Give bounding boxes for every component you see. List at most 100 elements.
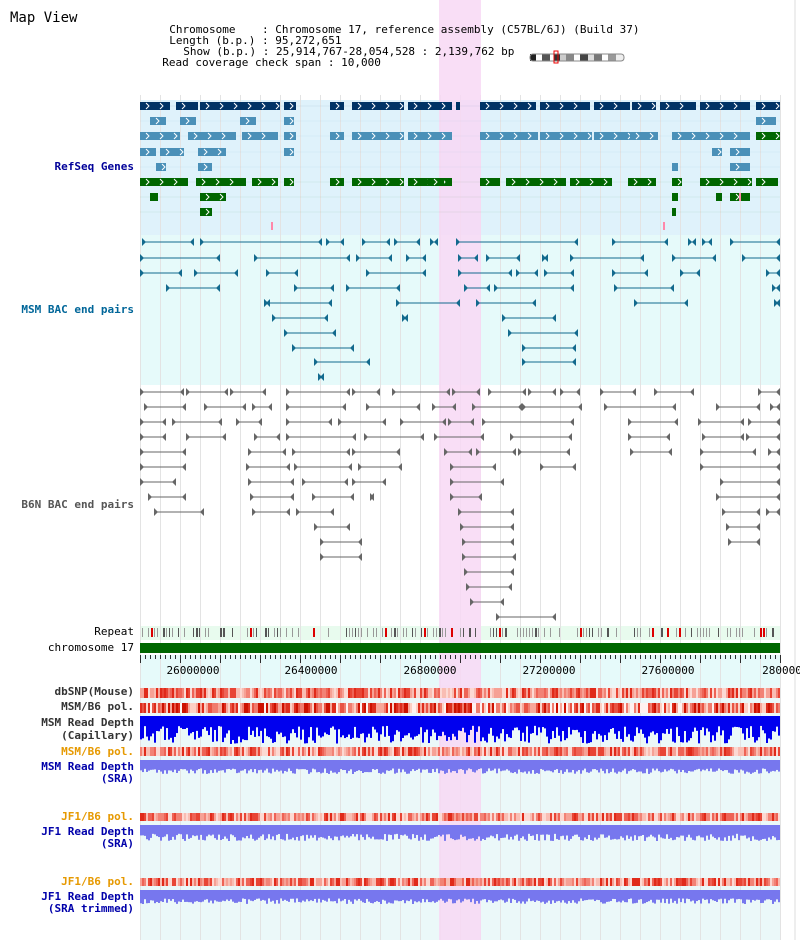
gene-feature[interactable]: [672, 178, 682, 186]
msm-bac-pair[interactable]: [766, 269, 780, 277]
msm-bac-pair[interactable]: [430, 238, 438, 246]
b6n-bac-pair[interactable]: [250, 493, 294, 501]
b6n-bac-pair[interactable]: [654, 388, 694, 396]
b6n-bac-pair[interactable]: [460, 523, 514, 531]
b6n-bac-pair[interactable]: [230, 388, 266, 396]
gene-feature[interactable]: [506, 178, 566, 186]
msm-bac-pair[interactable]: [140, 254, 220, 262]
gene-feature[interactable]: [672, 208, 676, 216]
b6n-bac-pair[interactable]: [720, 478, 780, 486]
msm-bac-pair[interactable]: [200, 238, 322, 246]
b6n-bac-pair[interactable]: [314, 523, 350, 531]
b6n-bac-pair[interactable]: [320, 553, 362, 561]
msm-bac-pair[interactable]: [396, 299, 460, 307]
b6n-bac-pair[interactable]: [444, 448, 472, 456]
gene-feature[interactable]: [284, 148, 294, 156]
b6n-bac-pair[interactable]: [320, 538, 362, 546]
b6n-bac-pair[interactable]: [458, 508, 514, 516]
gene-feature[interactable]: [188, 132, 236, 140]
gene-feature[interactable]: [200, 193, 226, 201]
b6n-bac-pair[interactable]: [392, 388, 450, 396]
gene-feature[interactable]: [352, 178, 404, 186]
b6n-bac-pair[interactable]: [248, 448, 286, 456]
b6n-bac-pair[interactable]: [488, 388, 526, 396]
msm-bac-pair[interactable]: [394, 238, 420, 246]
b6n-bac-pair[interactable]: [726, 523, 760, 531]
b6n-bac-pair[interactable]: [698, 418, 744, 426]
b6n-bac-pair[interactable]: [462, 538, 514, 546]
gene-feature[interactable]: [630, 132, 658, 140]
jf1-pol2-heat[interactable]: [140, 878, 780, 886]
gene-feature[interactable]: [540, 102, 590, 110]
msm-bac-pair[interactable]: [406, 254, 426, 262]
msm-depth-sra-label-1[interactable]: MSM Read Depth: [41, 760, 134, 773]
b6n-bac-track[interactable]: [140, 388, 780, 621]
msm-bac-pair[interactable]: [194, 269, 238, 277]
b6n-bac-pair[interactable]: [366, 403, 420, 411]
gene-feature[interactable]: [200, 208, 212, 216]
chromosome-track[interactable]: [140, 643, 780, 653]
b6n-bac-pair[interactable]: [286, 418, 332, 426]
b6n-bac-pair[interactable]: [700, 448, 756, 456]
b6n-bac-pair[interactable]: [450, 478, 504, 486]
b6n-bac-pair[interactable]: [748, 418, 780, 426]
gene-feature[interactable]: [480, 132, 538, 140]
msm-bac-pair[interactable]: [356, 254, 392, 262]
gene-feature[interactable]: [160, 148, 184, 156]
msm-bac-pair[interactable]: [494, 284, 574, 292]
gene-feature[interactable]: [284, 117, 294, 125]
b6n-bac-pair[interactable]: [338, 418, 386, 426]
b6n-bac-pair[interactable]: [716, 493, 780, 501]
gene-feature[interactable]: [456, 102, 460, 110]
msm-bac-pair[interactable]: [266, 269, 298, 277]
b6n-bac-pair[interactable]: [140, 463, 186, 471]
b6n-bac-pair[interactable]: [522, 403, 582, 411]
b6n-bac-pair[interactable]: [510, 433, 572, 441]
b6n-bac-pair[interactable]: [768, 448, 780, 456]
b6n-bac-pair[interactable]: [528, 388, 556, 396]
gene-feature[interactable]: [700, 102, 750, 110]
b6n-bac-pair[interactable]: [448, 418, 474, 426]
msm-bac-pair[interactable]: [486, 254, 520, 262]
msm-depth-cap-label-2[interactable]: (Capillary): [61, 729, 134, 742]
msm-bac-pair[interactable]: [346, 284, 400, 292]
b6n-bac-pair[interactable]: [148, 493, 186, 501]
gene-feature[interactable]: [408, 102, 452, 110]
b6n-bac-pair[interactable]: [144, 403, 186, 411]
b6n-bac-pair[interactable]: [434, 433, 484, 441]
gene-feature[interactable]: [480, 102, 536, 110]
gene-feature[interactable]: [672, 193, 678, 201]
gene-feature[interactable]: [198, 163, 212, 171]
msm-bac-pair[interactable]: [680, 269, 700, 277]
b6n-bac-pair[interactable]: [364, 433, 424, 441]
b6n-bac-pair[interactable]: [154, 508, 204, 516]
b6n-bac-pair[interactable]: [140, 478, 176, 486]
b6n-bac-pair[interactable]: [766, 508, 780, 516]
gene-feature[interactable]: [660, 102, 696, 110]
msm-bac-pair[interactable]: [456, 238, 578, 246]
gene-feature[interactable]: [330, 132, 344, 140]
msm-bac-pair[interactable]: [272, 314, 328, 322]
repeat-label[interactable]: Repeat: [94, 625, 134, 638]
msm-bac-pair[interactable]: [318, 373, 324, 381]
msm-bac-pair[interactable]: [772, 284, 780, 292]
b6n-bac-pair[interactable]: [248, 478, 294, 486]
b6n-bac-pair[interactable]: [758, 388, 780, 396]
b6n-bac-pair[interactable]: [630, 448, 672, 456]
gene-feature[interactable]: [140, 132, 180, 140]
msm-bac-pair[interactable]: [502, 314, 556, 322]
msm-bac-pair[interactable]: [254, 254, 350, 262]
heatmap-tracks[interactable]: [140, 688, 780, 904]
dbsnp-label[interactable]: dbSNP(Mouse): [54, 685, 134, 698]
b6n-bac-pair[interactable]: [496, 613, 556, 621]
b6n-bac-pair[interactable]: [728, 538, 760, 546]
msm-bac-pair[interactable]: [742, 254, 780, 262]
msm-depth-sra-label-2[interactable]: (SRA): [100, 772, 134, 785]
msm-bac-track[interactable]: [140, 238, 780, 381]
msm-pol2-label[interactable]: MSM/B6 pol.: [61, 745, 134, 758]
msm-bac-pair[interactable]: [570, 254, 644, 262]
jf1-depth-trim-label-2[interactable]: (SRA trimmed): [47, 902, 134, 915]
gene-feature[interactable]: [756, 178, 778, 186]
msm-bac-pair[interactable]: [612, 238, 668, 246]
gene-feature[interactable]: [428, 178, 444, 186]
